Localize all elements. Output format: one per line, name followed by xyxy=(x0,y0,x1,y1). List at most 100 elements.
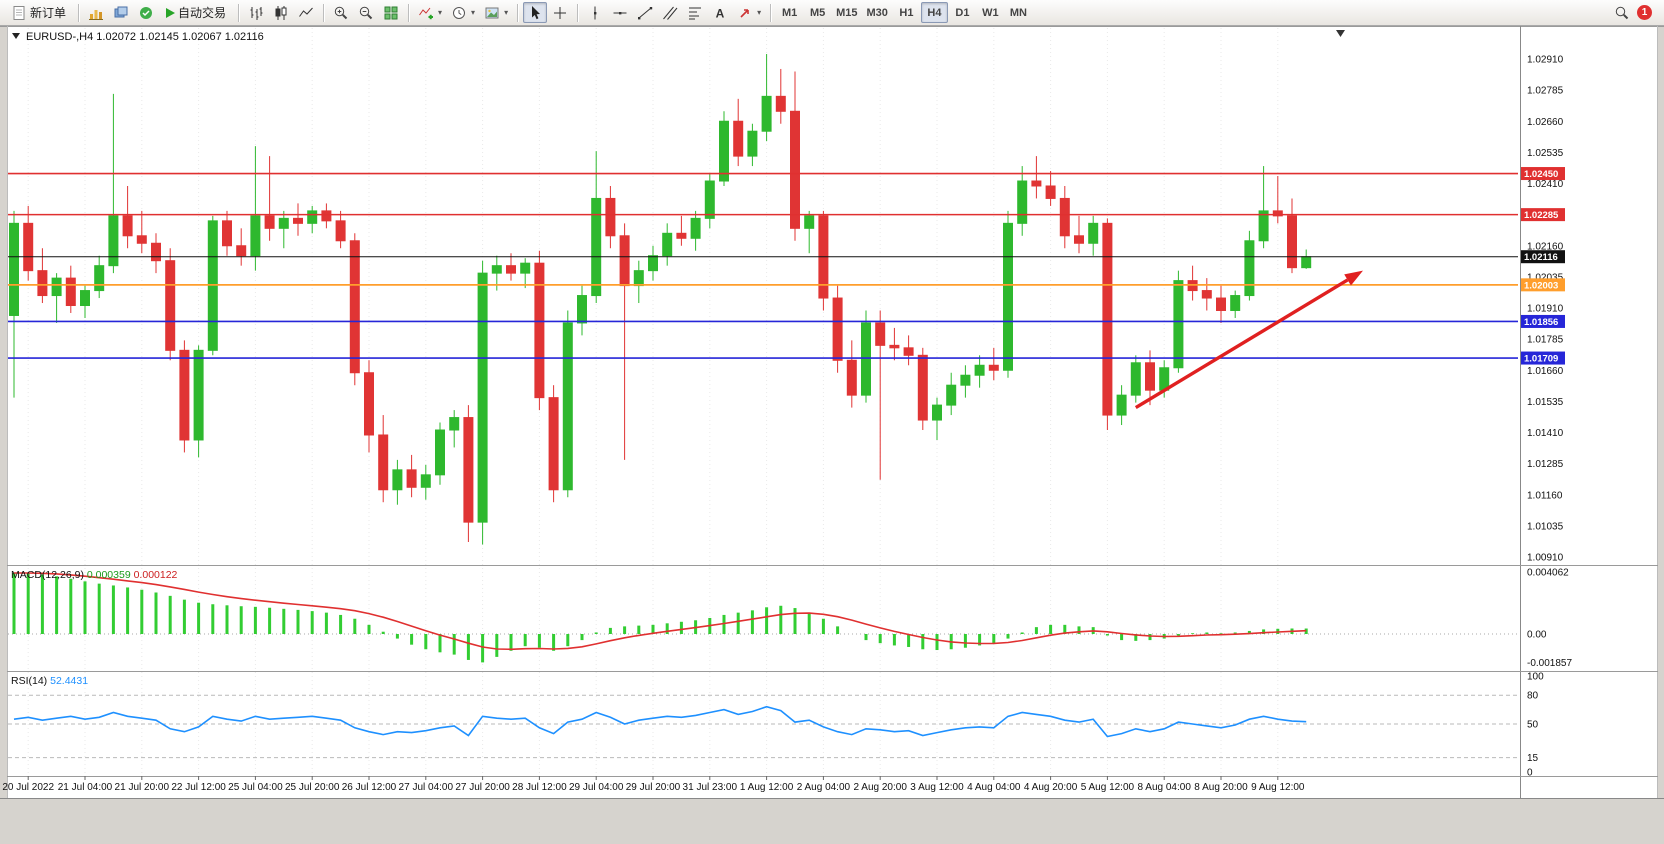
macd-scale-label: 0.004062 xyxy=(1527,568,1569,579)
candle xyxy=(108,93,119,274)
macd-label: MACD(12,26,9) 0.000359 0.000122 xyxy=(11,569,178,581)
market-watch-button[interactable] xyxy=(134,2,158,23)
trend-arrow[interactable] xyxy=(1134,278,1349,410)
cursor-button[interactable] xyxy=(523,2,548,23)
rsi-line xyxy=(13,705,1307,738)
timeframe-toolbar: M1 M5 M15 M30 H1 H4 D1 W1 MN xyxy=(776,2,1032,23)
candle xyxy=(775,68,786,124)
fibonacci-button[interactable] xyxy=(683,2,707,23)
text-button[interactable]: A xyxy=(708,2,732,23)
indicators-button[interactable]: ▾ xyxy=(414,2,446,23)
candle xyxy=(9,210,19,398)
support-line-1-tag xyxy=(1521,314,1565,328)
orange-level-line-tag xyxy=(1521,278,1565,292)
search-icon xyxy=(1615,6,1629,19)
zoom-in-button[interactable] xyxy=(329,2,353,23)
candle xyxy=(1045,171,1056,206)
time-axis-label: 5 Aug 12:00 xyxy=(1081,782,1135,793)
horizontal-line-icon xyxy=(613,11,627,14)
candle xyxy=(1102,218,1113,431)
candle xyxy=(193,345,204,458)
candle xyxy=(1201,278,1212,311)
candle xyxy=(1017,166,1028,236)
chart-shift-marker[interactable] xyxy=(1336,30,1345,37)
timeframe-button-h1[interactable]: H1 xyxy=(893,2,920,23)
candle xyxy=(449,410,460,448)
tile-windows-button[interactable] xyxy=(379,2,403,23)
candle xyxy=(392,459,403,505)
market-watch-icon xyxy=(140,6,153,19)
chart-menu-icon[interactable] xyxy=(12,33,20,39)
timeframe-button-m15[interactable]: M15 xyxy=(832,2,861,23)
auto-trading-button[interactable]: 自动交易 xyxy=(159,2,233,23)
indicators-icon xyxy=(419,7,434,19)
zoom-out-button[interactable] xyxy=(354,2,378,23)
candle xyxy=(591,151,602,304)
main-toolbar: 新订单 自动交易 ▾ ▾ ▾ xyxy=(0,0,1664,26)
candle xyxy=(520,258,531,289)
periods-button[interactable]: ▾ xyxy=(447,2,479,23)
timeframe-button-w1[interactable]: W1 xyxy=(977,2,1004,23)
candle xyxy=(420,464,431,500)
fibonacci-icon xyxy=(689,7,702,19)
channel-button[interactable] xyxy=(658,2,682,23)
candle xyxy=(236,228,247,266)
bar-chart-type-button[interactable] xyxy=(244,2,268,23)
auto-trading-label: 自动交易 xyxy=(178,6,227,20)
notification-badge[interactable]: 1 xyxy=(1637,5,1652,20)
timeframe-button-m5[interactable]: M5 xyxy=(804,2,831,23)
candle xyxy=(250,146,261,271)
search-button[interactable] xyxy=(1610,2,1634,23)
candle xyxy=(1244,230,1255,301)
arrows-button[interactable]: ▾ xyxy=(733,2,765,23)
candle xyxy=(1272,176,1283,224)
chart-title: EURUSD-,H4 1.02072 1.02145 1.02067 1.021… xyxy=(26,31,264,43)
profiles-button[interactable] xyxy=(109,2,133,23)
price-axis-label: 1.01410 xyxy=(1527,428,1564,439)
crosshair-icon xyxy=(554,6,567,19)
bid-price-line-tag xyxy=(1521,250,1565,264)
time-axis-label: 8 Aug 20:00 xyxy=(1194,782,1248,793)
candle xyxy=(662,223,673,266)
candle xyxy=(37,248,48,304)
timeframe-button-h4[interactable]: H4 xyxy=(920,2,948,23)
line-chart-type-icon xyxy=(299,7,313,17)
crosshair-button[interactable] xyxy=(548,2,572,23)
time-axis-label: 1 Aug 12:00 xyxy=(740,782,794,793)
trendline-button[interactable] xyxy=(633,2,657,23)
candle xyxy=(80,285,90,318)
dropdown-caret-icon: ▾ xyxy=(504,8,509,17)
resistance-line-1-tag-label: 1.02450 xyxy=(1524,169,1558,180)
time-axis-label: 21 Jul 20:00 xyxy=(115,782,170,793)
price-axis-label: 1.02785 xyxy=(1527,86,1564,97)
candle xyxy=(1088,215,1099,256)
time-axis-label: 25 Jul 20:00 xyxy=(285,782,340,793)
candle xyxy=(562,310,573,498)
new-chart-button[interactable] xyxy=(84,2,108,23)
trend-arrow-head[interactable] xyxy=(1344,270,1363,286)
macd-signal-line xyxy=(14,572,1307,651)
toolbar-separator xyxy=(78,3,80,22)
price-axis-label: 1.02160 xyxy=(1527,241,1564,252)
timeframe-button-mn[interactable]: MN xyxy=(1005,2,1032,23)
time-axis-label: 26 Jul 12:00 xyxy=(342,782,397,793)
timeframe-button-m30[interactable]: M30 xyxy=(863,2,892,23)
price-axis-label: 1.01660 xyxy=(1527,366,1564,377)
candle xyxy=(761,54,772,142)
line-chart-type-button[interactable] xyxy=(294,2,318,23)
profiles-icon xyxy=(114,6,128,17)
time-axis-label: 20 Jul 2022 xyxy=(2,782,54,793)
templates-button[interactable]: ▾ xyxy=(480,2,512,23)
candle xyxy=(875,310,886,480)
vertical-line-button[interactable] xyxy=(583,2,607,23)
candle xyxy=(51,273,62,323)
new-order-button[interactable]: 新订单 xyxy=(4,2,73,23)
rsi-label: RSI(14) 52.4431 xyxy=(11,675,88,687)
timeframe-button-m1[interactable]: M1 xyxy=(776,2,803,23)
toolbar-separator xyxy=(238,3,240,22)
timeframe-button-d1[interactable]: D1 xyxy=(949,2,976,23)
horizontal-line-button[interactable] xyxy=(608,2,632,23)
price-axis-label: 1.02035 xyxy=(1527,272,1564,283)
candle-chart-type-button[interactable] xyxy=(269,2,293,23)
